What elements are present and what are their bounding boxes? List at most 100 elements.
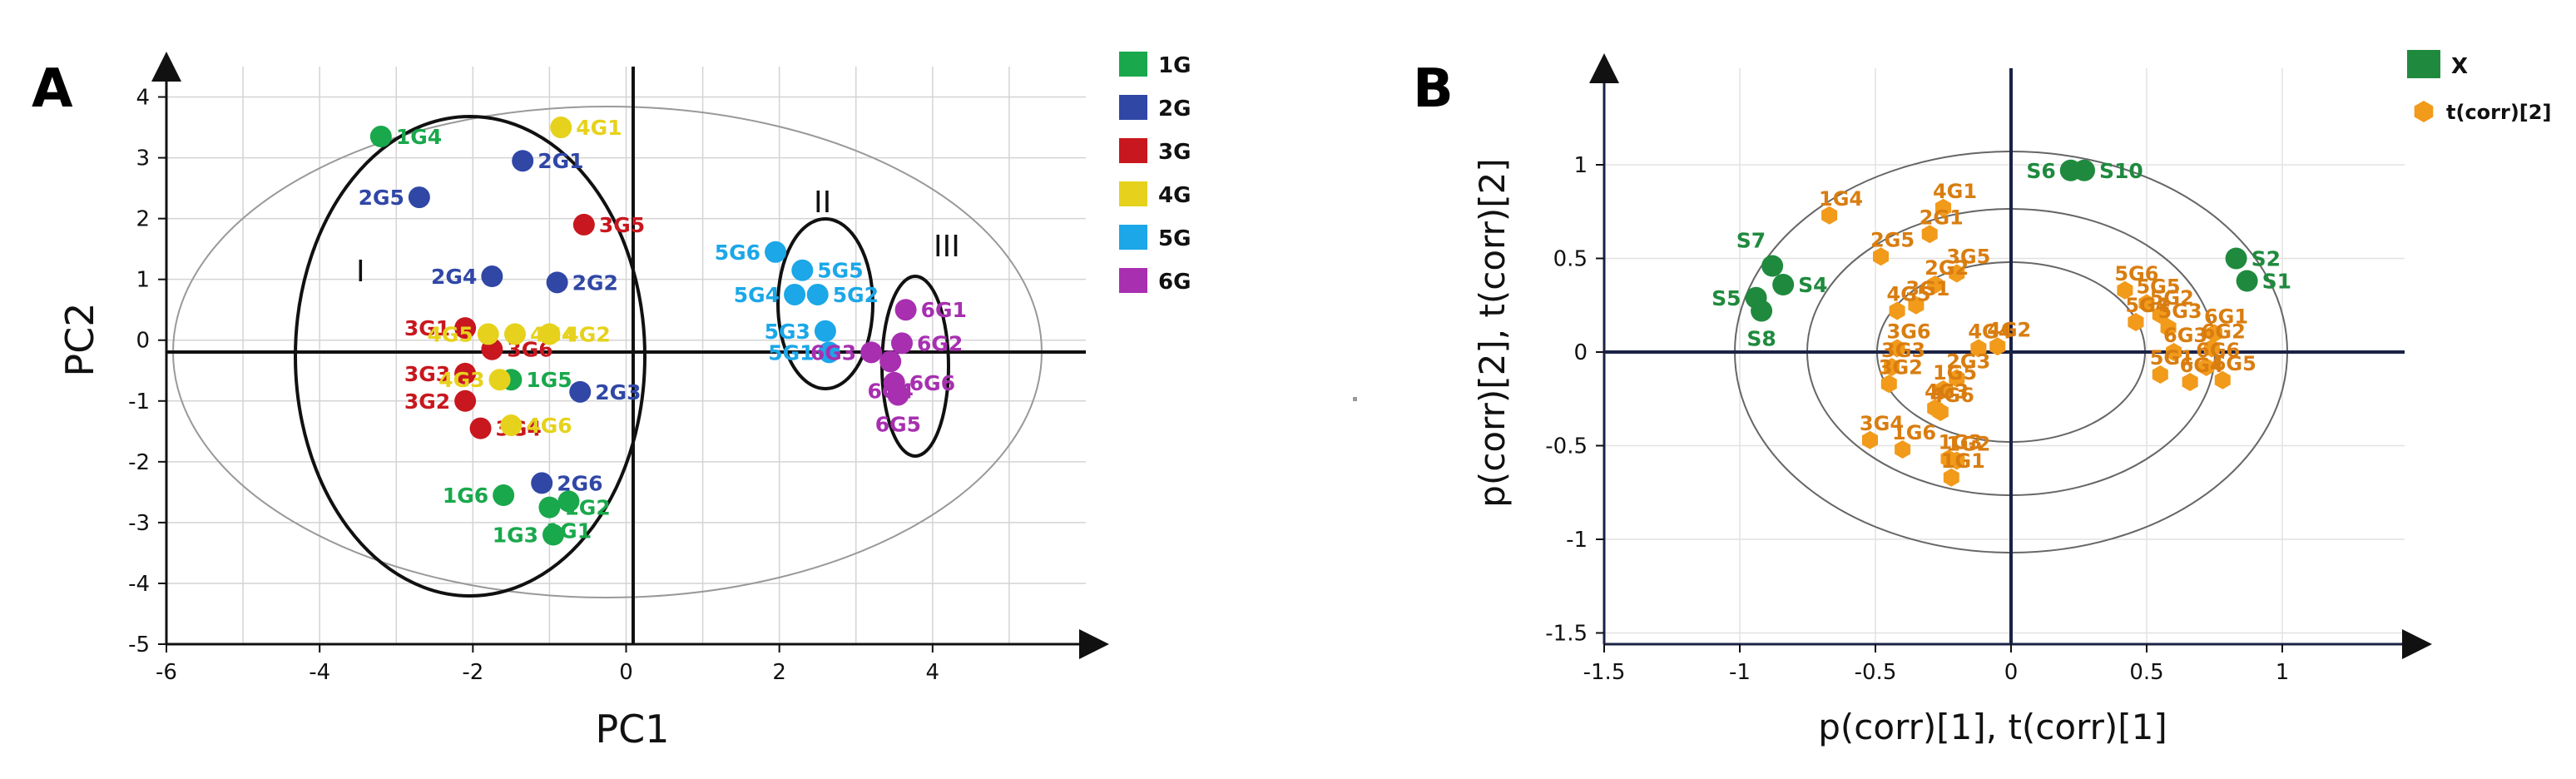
data-point: [500, 414, 523, 437]
legend-swatch: [1119, 138, 1147, 163]
variable-label: S7: [1736, 229, 1766, 253]
score-label: 6G3: [2163, 324, 2207, 347]
score-point: [1949, 369, 1965, 388]
data-point-label: 1G3: [493, 523, 538, 548]
data-point-label: 5G4: [734, 283, 780, 307]
data-point: [512, 150, 534, 172]
data-point-label: 5G2: [833, 283, 879, 307]
data-point: [369, 126, 392, 148]
score-point: [1908, 295, 1925, 315]
data-point-label: 2G1: [537, 149, 583, 173]
score-label: 1G6: [1892, 421, 1936, 444]
x-tick-label: 1: [2276, 660, 2290, 685]
data-point: [542, 523, 565, 546]
data-point: [818, 341, 840, 364]
data-point: [765, 241, 787, 263]
data-point: [454, 317, 477, 340]
score-label: 6G6: [2196, 339, 2240, 362]
score-label: 4G3: [1925, 380, 1969, 404]
x-tick-label: -2: [462, 660, 483, 685]
variable-point: [2073, 159, 2096, 181]
data-point: [503, 323, 526, 345]
score-point: [1880, 375, 1897, 394]
variable-point: [1761, 255, 1784, 277]
score-point: [1821, 206, 1838, 225]
score-point: [2166, 343, 2182, 361]
score-point: [2214, 370, 2231, 390]
score-label: 6G2: [2202, 320, 2246, 344]
panel-a-legend: 1G 2G 3G 4G 5G 6G: [1119, 52, 1191, 295]
data-point-label: 1G4: [396, 125, 442, 149]
cluster-ii-ellipse: [776, 217, 874, 390]
legend-label: 5G: [1158, 226, 1191, 251]
y-tick-label: 1: [136, 268, 150, 293]
panel-a-label: A: [32, 58, 73, 120]
data-point: [806, 283, 829, 305]
legend-label: 6G: [1158, 270, 1191, 295]
data-point-label: 2G3: [595, 380, 641, 404]
data-point-label: 3G5: [599, 213, 645, 237]
score-label: 4G5: [1887, 283, 1931, 306]
data-point: [550, 117, 572, 139]
data-point-label: 1G6: [443, 484, 488, 508]
data-point: [531, 472, 553, 494]
score-point: [1932, 403, 1949, 421]
legend-swatch: [1119, 95, 1147, 120]
y-tick-label: 2: [136, 207, 150, 232]
data-point: [894, 299, 917, 321]
data-point-label: 2G2: [572, 270, 618, 295]
legend-label: t(corr)[2]: [2446, 101, 2551, 124]
score-label: 3G4: [1860, 412, 1904, 435]
score-point: [2152, 305, 2168, 324]
legend-label: 1G: [1158, 53, 1191, 78]
legend-label: 4G: [1158, 183, 1191, 208]
data-point-label: 6G3: [810, 340, 856, 365]
y-tick-label: -5: [128, 633, 150, 657]
score-point: [1889, 301, 1905, 320]
data-point: [569, 380, 592, 403]
y-tick-label: -1.5: [1545, 622, 1588, 647]
variable-point: [1751, 300, 1773, 322]
data-point-label: 2G5: [359, 186, 404, 210]
score-point: [1921, 225, 1938, 244]
panel-a-xlabel: PC1: [595, 707, 669, 752]
data-point-label: 4G6: [526, 414, 572, 438]
score-point: [2198, 358, 2215, 376]
score-label: 1G4: [1819, 187, 1863, 211]
data-point: [454, 390, 477, 412]
data-point: [493, 484, 515, 507]
legend-label: 3G: [1158, 140, 1191, 165]
data-point-label: 6G2: [917, 331, 963, 355]
score-point: [1873, 247, 1889, 266]
x-tick-label: 0.5: [2129, 660, 2163, 685]
panel-a: A I II III -6 -4 -2 0 2 4 -5 -4 -3 -2 -1 0 1 2 3 4 1G4 1…: [32, 52, 1191, 752]
data-point-label: 4G1: [576, 116, 622, 140]
score-point: [1935, 380, 1951, 399]
score-point: [2160, 318, 2177, 337]
variable-label: S4: [1798, 273, 1827, 297]
panel-a-ticks: -6 -4 -2 0 2 4 -5 -4 -3 -2 -1 0 1 2 3 4: [128, 86, 939, 685]
score-label: 3G6: [1887, 320, 1931, 344]
data-point: [469, 417, 492, 439]
score-label: 5G6: [2114, 262, 2158, 285]
data-point-label: 6G1: [921, 298, 967, 322]
score-label: 4G2: [1987, 318, 2031, 341]
variable-label: S8: [1746, 327, 1776, 351]
score-point: [2117, 280, 2133, 300]
score-label: 6G4: [2180, 354, 2224, 377]
score-label: 6G5: [2212, 352, 2256, 375]
data-point: [572, 213, 595, 236]
x-tick-label: -1.5: [1583, 660, 1626, 685]
y-tick-label: -1: [1566, 528, 1588, 553]
score-label: 6G1: [2204, 305, 2248, 329]
cluster-i-ellipse: [294, 115, 646, 598]
data-point: [538, 496, 561, 519]
data-point: [488, 369, 511, 391]
data-point-label: 2G6: [557, 471, 602, 495]
score-point: [1884, 358, 1900, 376]
legend-label: 2G: [1158, 97, 1191, 122]
y-tick-label: -2: [128, 450, 150, 475]
score-label: 3G1: [1905, 277, 1949, 300]
